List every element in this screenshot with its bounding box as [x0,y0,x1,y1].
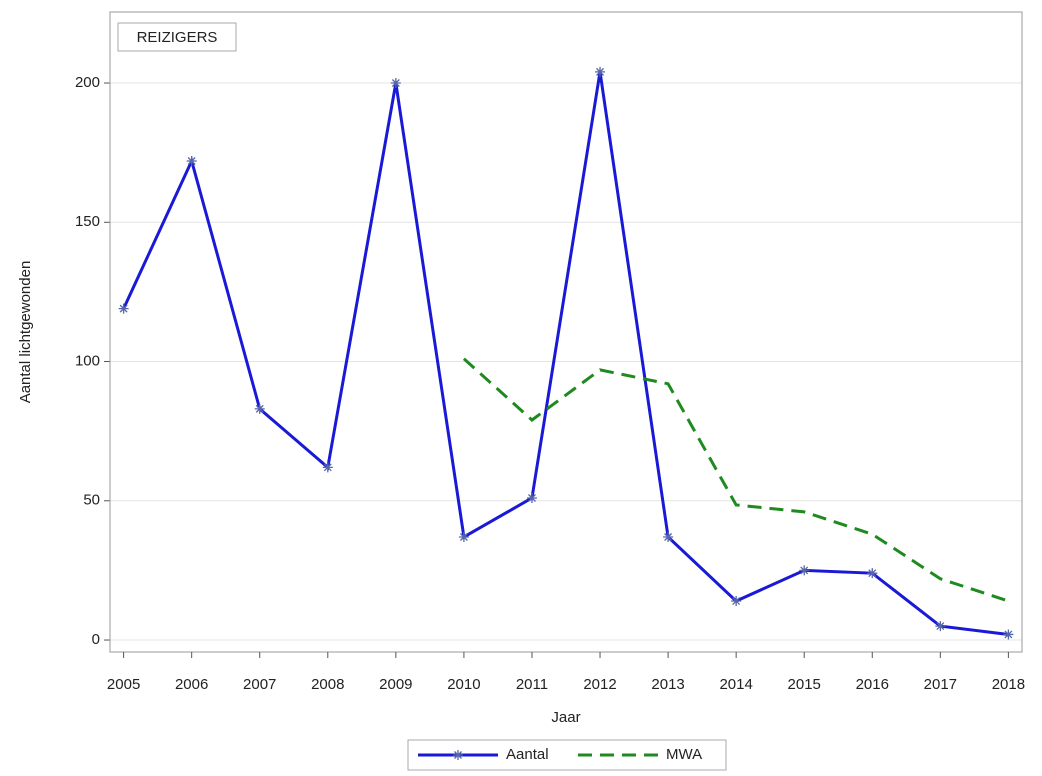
x-tick-label: 2018 [992,676,1025,693]
chart-title: REIZIGERS [137,29,218,46]
x-tick-label: 2015 [788,676,821,693]
x-tick-label: 2012 [583,676,616,693]
y-tick-label: 50 [83,492,100,509]
x-tick-label: 2013 [651,676,684,693]
legend-label: MWA [666,746,702,763]
point-marker [935,621,946,632]
point-marker [799,565,810,576]
series-line [462,357,1009,603]
y-tick-label: 0 [92,631,100,648]
point-marker [1003,629,1014,640]
x-tick-label: 2006 [175,676,208,693]
point-marker [118,303,129,314]
plot-frame [109,11,1023,653]
legend-label: Aantal [506,746,549,763]
x-tick-label: 2005 [107,676,140,693]
point-marker [731,596,742,607]
point-marker [458,531,469,542]
x-tick-label: 2010 [447,676,480,693]
point-marker [663,531,674,542]
x-tick-label: 2011 [516,676,548,693]
series-line [122,71,1009,636]
point-marker [254,403,265,414]
point-marker [322,462,333,473]
x-tick-label: 2008 [311,676,344,693]
point-marker [390,78,401,89]
legend-marker [453,750,463,760]
x-tick-label: 2017 [924,676,957,693]
point-marker [867,568,878,579]
x-tick-label: 2007 [243,676,276,693]
y-tick-label: 100 [75,352,100,369]
x-axis-label: Jaar [551,709,580,726]
x-tick-label: 2014 [719,676,752,693]
y-axis-label: Aantal lichtgewonden [17,261,34,404]
point-marker [186,155,197,166]
legend: Aantal MWA [407,739,727,771]
title-box [117,22,237,52]
x-tick-label: 2016 [856,676,889,693]
y-tick-label: 150 [75,213,100,230]
point-marker [526,492,537,503]
x-tick-label: 2009 [379,676,412,693]
point-marker [595,66,606,77]
y-tick-label: 200 [75,74,100,91]
